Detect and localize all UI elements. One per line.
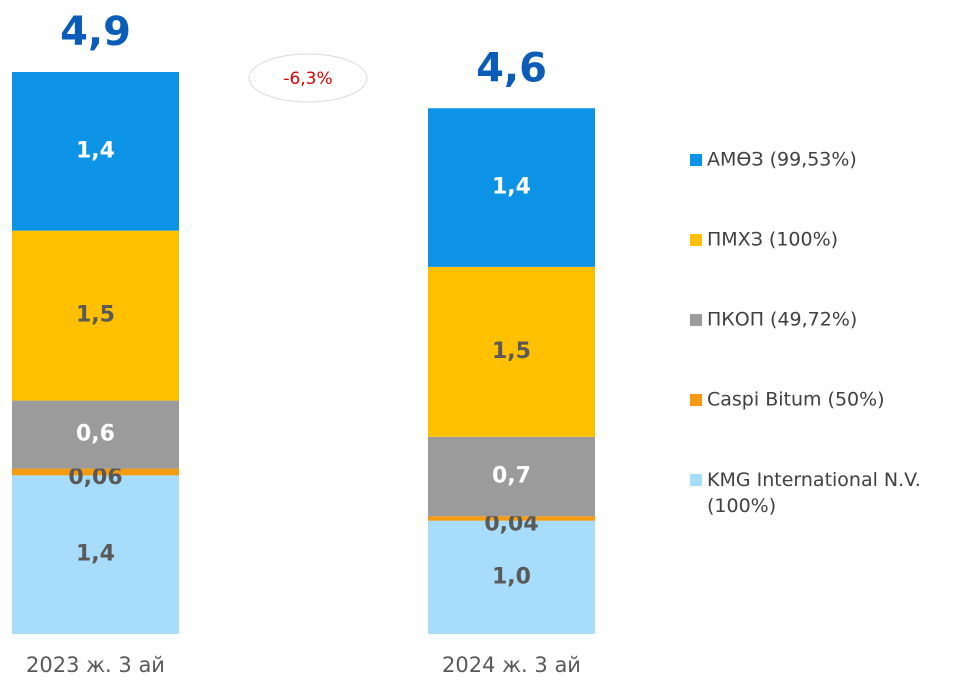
bar-segment bbox=[12, 475, 179, 634]
legend-label: ПКОП (49,72%) bbox=[707, 309, 857, 331]
legend-swatch bbox=[690, 314, 702, 326]
legend-swatch bbox=[690, 154, 702, 166]
legend-label: Caspi Bitum (50%) bbox=[707, 389, 885, 411]
bar-segment bbox=[428, 266, 595, 437]
bar-segment bbox=[12, 468, 179, 476]
value-label: 1,0 bbox=[492, 564, 531, 589]
change-annotation: -6,3% bbox=[283, 69, 332, 89]
legend-label: ПМХЗ (100%) bbox=[707, 229, 838, 251]
total-label: 4,9 bbox=[60, 9, 131, 55]
bar-segment bbox=[12, 230, 179, 401]
bar-segment bbox=[428, 516, 595, 521]
value-label: 1,4 bbox=[76, 542, 115, 567]
legend-label: АМӨЗ (99,53%) bbox=[707, 149, 857, 171]
legend-swatch bbox=[690, 394, 702, 406]
bar-segment bbox=[428, 520, 595, 634]
bar-segment bbox=[12, 72, 179, 231]
bar-segment bbox=[428, 436, 595, 517]
x-tick-label: 2024 ж. 3 ай bbox=[442, 653, 581, 677]
value-label: 0,06 bbox=[68, 465, 122, 490]
x-tick-label: 2023 ж. 3 ай bbox=[26, 653, 165, 677]
bar-segment bbox=[12, 400, 179, 469]
value-label: 1,5 bbox=[492, 339, 531, 364]
value-label: 1,4 bbox=[76, 138, 115, 163]
total-label: 4,6 bbox=[476, 45, 547, 91]
value-label: 0,6 bbox=[76, 422, 115, 447]
change-badge bbox=[248, 53, 368, 103]
value-label: 1,5 bbox=[76, 303, 115, 328]
legend-label: KMG International N.V. (100%) bbox=[707, 469, 921, 517]
value-label: 0,7 bbox=[492, 464, 531, 489]
legend-swatch bbox=[690, 474, 702, 486]
value-label: 1,4 bbox=[492, 175, 531, 200]
legend-swatch bbox=[690, 234, 702, 246]
bar-segment bbox=[428, 108, 595, 267]
